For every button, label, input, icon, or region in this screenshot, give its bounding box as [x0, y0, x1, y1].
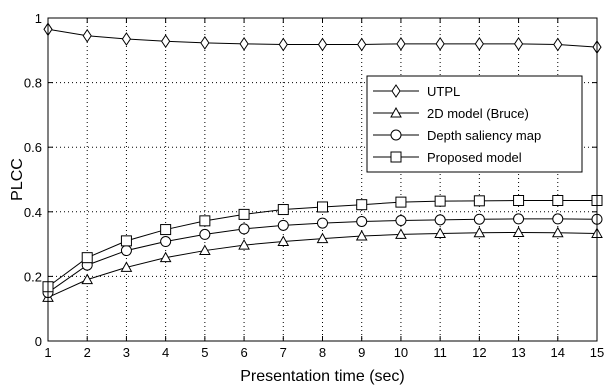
- grid-lines: [48, 18, 597, 341]
- data-point: [161, 34, 171, 49]
- data-point: [473, 195, 485, 207]
- legend-item-depth-saliency-map: Depth saliency map: [373, 128, 541, 143]
- data-point: [553, 37, 563, 52]
- legend-item-proposed-model: Proposed model: [373, 150, 522, 165]
- series-utpl: [43, 22, 602, 54]
- data-point: [435, 36, 445, 51]
- legend-marker: [390, 151, 402, 163]
- data-point: [395, 228, 407, 239]
- data-point: [120, 261, 133, 272]
- legend-label: Proposed model: [427, 150, 522, 165]
- data-point: [551, 226, 564, 238]
- data-point: [356, 215, 368, 227]
- y-tick-label: 1: [35, 11, 42, 26]
- x-tick-label: 2: [84, 345, 91, 360]
- y-tick-label: 0.6: [24, 140, 42, 155]
- legend-label: UTPL: [427, 84, 460, 99]
- x-axis-title: Presentation time (sec): [240, 368, 405, 385]
- data-point: [317, 217, 328, 229]
- data-point: [81, 252, 93, 264]
- data-point: [513, 213, 525, 225]
- y-tick-label: 0.8: [24, 76, 42, 91]
- legend-item-2d-model-bruce: 2D model (Bruce): [373, 106, 529, 121]
- series-proposed-model: [42, 194, 603, 293]
- data-point: [159, 251, 172, 263]
- data-point: [395, 215, 407, 227]
- data-point: [238, 208, 250, 220]
- data-point: [82, 28, 92, 43]
- data-point: [473, 226, 486, 238]
- data-point: [238, 239, 250, 250]
- data-point: [238, 223, 250, 235]
- data-point: [160, 224, 172, 236]
- data-point: [473, 213, 485, 225]
- data-point: [200, 35, 210, 50]
- legend-marker: [391, 84, 401, 98]
- legend-marker: [390, 106, 402, 118]
- legend-label: Depth saliency map: [427, 128, 541, 143]
- data-point: [317, 37, 328, 52]
- data-point: [199, 244, 211, 256]
- data-point: [120, 235, 132, 247]
- x-tick-label: 9: [358, 345, 365, 360]
- data-point: [199, 215, 211, 227]
- data-point: [81, 273, 94, 285]
- data-point: [121, 32, 132, 46]
- x-tick-label: 7: [280, 345, 287, 360]
- data-point: [357, 37, 367, 52]
- data-point: [239, 36, 249, 51]
- x-tick-label: 14: [551, 345, 565, 360]
- y-tick-label: 0.4: [24, 205, 42, 220]
- data-point: [552, 213, 564, 225]
- legend-label: 2D model (Bruce): [427, 106, 529, 121]
- x-tick-label: 13: [511, 345, 525, 360]
- data-point: [277, 204, 289, 216]
- x-tick-label: 6: [240, 345, 247, 360]
- data-point: [199, 228, 211, 240]
- x-tick-label: 15: [590, 345, 604, 360]
- data-point: [395, 196, 407, 208]
- x-tick-label: 10: [394, 345, 408, 360]
- data-point: [552, 194, 564, 206]
- x-tick-label: 5: [201, 345, 208, 360]
- data-point: [434, 214, 446, 226]
- x-tick-label: 11: [433, 345, 447, 360]
- legend: UTPL 2D model (Bruce) Depth saliency map Pr…: [366, 75, 583, 173]
- legend-item-utpl: UTPL: [373, 84, 460, 99]
- y-tick-label: 0.2: [24, 269, 42, 284]
- legend-box: [366, 75, 583, 173]
- data-point: [513, 36, 524, 51]
- data-point: [277, 219, 289, 231]
- data-point: [160, 236, 172, 248]
- data-point: [277, 235, 290, 247]
- data-point: [120, 245, 132, 257]
- data-point: [513, 194, 525, 206]
- data-point: [512, 226, 525, 237]
- data-point: [356, 199, 368, 211]
- y-tick-label: 0: [35, 334, 42, 349]
- data-point: [317, 201, 328, 213]
- data-point: [474, 36, 484, 51]
- x-tick-label: 8: [319, 345, 326, 360]
- data-point: [434, 227, 446, 238]
- x-tick-label: 4: [162, 345, 169, 360]
- x-tick-label: 12: [472, 345, 486, 360]
- series-line: [47, 218, 598, 293]
- x-tick-label: 1: [44, 345, 51, 360]
- data-point: [278, 37, 288, 52]
- y-axis-title: PLCC: [9, 158, 26, 201]
- data-point: [434, 195, 446, 207]
- data-point: [396, 36, 406, 51]
- legend-marker: [390, 129, 402, 141]
- data-point: [355, 229, 368, 241]
- x-tick-label: 3: [123, 345, 130, 360]
- data-point: [316, 232, 329, 244]
